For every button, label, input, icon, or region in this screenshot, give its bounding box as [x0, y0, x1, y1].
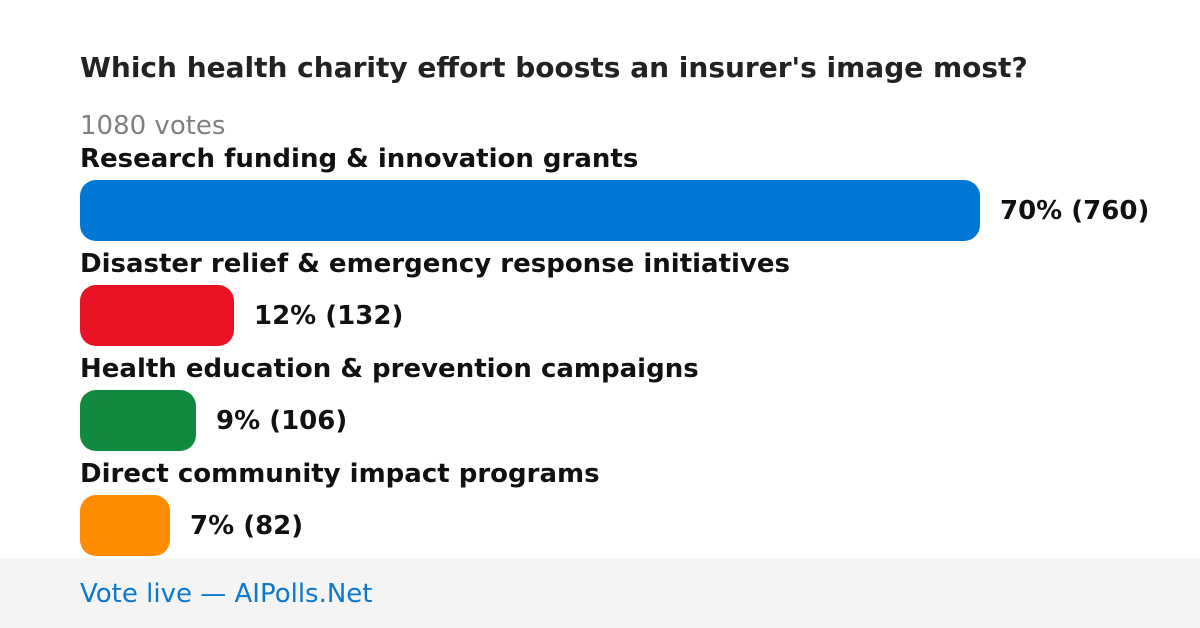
poll-option: Disaster relief & emergency response ini… [80, 247, 1180, 352]
bar-value-label: 12% (132) [254, 300, 404, 331]
footer: Vote live — AIPolls.Net [0, 558, 1200, 628]
bar-row: 12% (132) [80, 285, 403, 346]
vote-live-link[interactable]: Vote live — AIPolls.Net [80, 579, 373, 609]
poll-option: Direct community impact programs 7% (82) [80, 457, 1180, 562]
poll-option: Research funding & innovation grants 70% … [80, 142, 1180, 247]
bar [80, 495, 170, 556]
poll-title: Which health charity effort boosts an in… [80, 51, 1028, 84]
bar-value-label: 70% (760) [1000, 195, 1150, 226]
bar-value-label: 9% (106) [216, 405, 348, 436]
option-label: Health education & prevention campaigns [80, 354, 699, 384]
vote-count: 1080 votes [80, 111, 226, 141]
bar [80, 285, 234, 346]
option-label: Direct community impact programs [80, 459, 600, 489]
bar [80, 180, 980, 241]
bar-value-label: 7% (82) [190, 510, 304, 541]
option-label: Disaster relief & emergency response ini… [80, 249, 790, 279]
bar [80, 390, 196, 451]
bar-row: 70% (760) [80, 180, 1149, 241]
bar-row: 9% (106) [80, 390, 347, 451]
poll-options-chart: Research funding & innovation grants 70% … [80, 142, 1180, 562]
poll-option: Health education & prevention campaigns 9… [80, 352, 1180, 457]
bar-row: 7% (82) [80, 495, 303, 556]
option-label: Research funding & innovation grants [80, 144, 639, 174]
